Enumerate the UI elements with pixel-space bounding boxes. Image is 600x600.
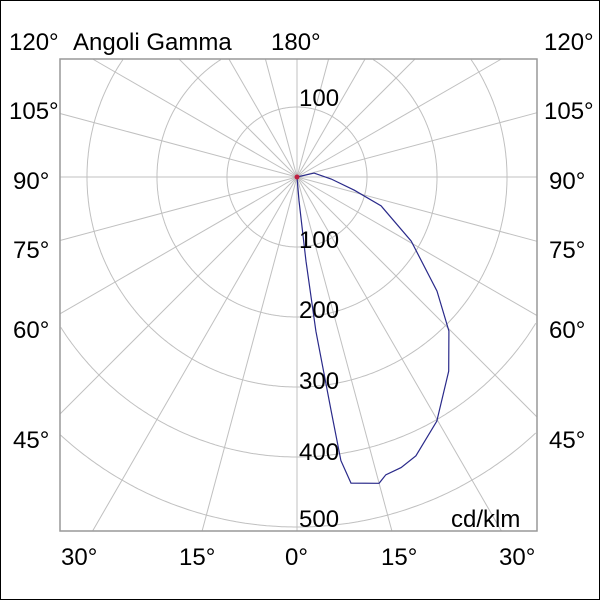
radial-label-400: 400	[299, 439, 340, 466]
angle-label-left-120: 120°	[9, 29, 59, 56]
unit-label: cd/klm	[451, 506, 521, 533]
angle-label-bottom-0: 0°	[285, 544, 308, 571]
angle-label-right-90: 90°	[549, 168, 586, 195]
angle-label-right-120: 120°	[544, 29, 594, 56]
angular-gridline	[59, 113, 298, 178]
radial-label-100: 100	[299, 227, 340, 254]
angular-gridline	[296, 58, 330, 178]
radial-label-300: 300	[299, 368, 340, 395]
angular-gridline	[59, 176, 298, 315]
angular-gridline	[201, 176, 298, 532]
radial-gridline-500	[60, 432, 537, 528]
angle-label-left-45: 45°	[13, 427, 50, 454]
angular-gridline	[296, 58, 502, 178]
plot-frame	[59, 58, 538, 532]
angular-gridline	[178, 58, 298, 178]
angle-label-left-60: 60°	[13, 317, 50, 344]
angular-gridline	[296, 176, 538, 418]
angle-label-right-60: 60°	[549, 317, 586, 344]
angular-gridline	[296, 176, 538, 242]
angular-gridline	[92, 176, 298, 532]
angular-gridline	[59, 176, 298, 241]
angle-label-right-45: 45°	[549, 427, 586, 454]
angle-label-right-105: 105°	[544, 98, 594, 125]
angle-label-right-75: 75°	[549, 237, 586, 264]
radial-label-200: 200	[299, 297, 340, 324]
radial-label-500: 500	[299, 506, 340, 533]
angular-gridline	[296, 176, 538, 317]
angle-label-bottom-30-left: 30°	[61, 544, 98, 571]
angle-label-bottom-30-right: 30°	[499, 544, 536, 571]
origin-marker	[294, 174, 300, 180]
angular-gridline	[228, 58, 298, 178]
angle-label-left-90: 90°	[13, 168, 50, 195]
radial-gridline-200	[156, 59, 438, 318]
angular-gridline	[296, 176, 393, 532]
angle-label-bottom-15-left: 15°	[179, 544, 216, 571]
angular-gridline	[296, 58, 366, 178]
angle-label-top-180: 180°	[271, 29, 321, 56]
angular-gridline	[296, 112, 538, 178]
radial-gridline-100	[226, 106, 368, 248]
angle-label-left-105: 105°	[9, 98, 59, 125]
angular-gridline	[296, 58, 416, 178]
angle-label-bottom-15-right: 15°	[381, 544, 418, 571]
radial-gridline-400	[60, 323, 537, 458]
radial-gridline-300	[86, 59, 508, 388]
chart-title: Angoli Gamma	[73, 29, 232, 56]
radial-label-100-up: 100	[299, 85, 340, 112]
angular-gridline	[59, 176, 298, 415]
angular-gridline	[92, 58, 298, 178]
intensity-curve-0	[296, 172, 450, 484]
angular-gridline	[296, 176, 502, 532]
angle-label-left-75: 75°	[13, 237, 50, 264]
angular-gridline	[264, 58, 298, 178]
